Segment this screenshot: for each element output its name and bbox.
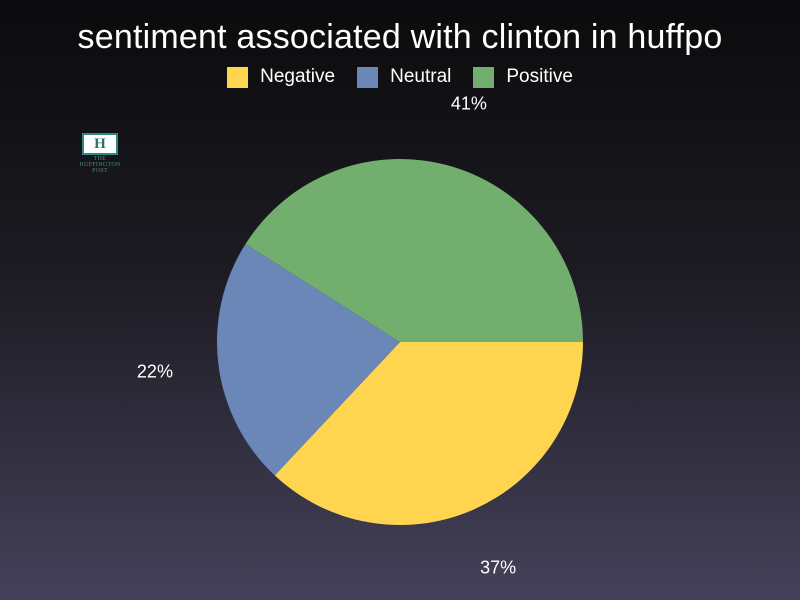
logo-text-line-2: HUFFINGTON <box>79 162 121 168</box>
legend-swatch-neutral <box>357 66 379 88</box>
logo-mark: H <box>82 133 118 155</box>
legend-label-neutral: Neutral <box>390 66 452 87</box>
legend-item-negative: Negative <box>227 66 335 88</box>
slice-label-negative: 37% <box>480 557 516 577</box>
slice-label-neutral: 22% <box>137 362 173 382</box>
pie-slice-neutral <box>216 243 400 476</box>
legend-swatch-negative <box>227 66 249 88</box>
logo-text: THE HUFFINGTON POST <box>64 156 136 174</box>
legend: Negative Neutral Positive <box>0 66 800 88</box>
legend-item-neutral: Neutral <box>357 66 451 88</box>
legend-swatch-positive <box>473 66 495 88</box>
huffington-post-logo: H THE HUFFINGTON POST <box>64 133 136 174</box>
pie-slice-positive <box>245 159 584 342</box>
legend-item-positive: Positive <box>473 66 573 88</box>
chart-title: sentiment associated with clinton in huf… <box>77 18 723 56</box>
logo-text-line-3: POST <box>92 168 108 174</box>
legend-label-positive: Positive <box>506 66 573 87</box>
slice-label-positive: 41% <box>451 94 487 114</box>
legend-label-negative: Negative <box>260 66 336 87</box>
logo-text-line-1: THE <box>93 156 107 162</box>
pie-slice-negative <box>274 342 583 525</box>
